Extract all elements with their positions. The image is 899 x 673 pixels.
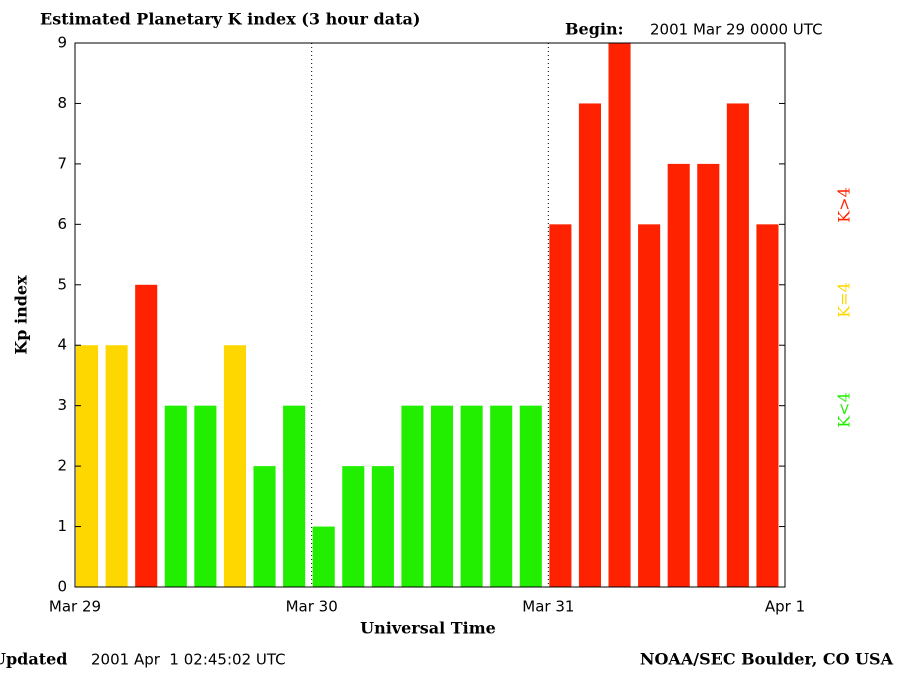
- bar: [756, 224, 779, 588]
- footer-right: NOAA/SEC Boulder, CO USA: [640, 650, 894, 669]
- bar: [578, 103, 601, 587]
- bar: [697, 163, 720, 587]
- y-tick-label: 5: [57, 275, 67, 293]
- x-axis-label: Universal Time: [360, 619, 496, 638]
- bar: [283, 405, 306, 587]
- y-tick-label: 6: [57, 215, 67, 233]
- x-tick-label: Apr 1: [765, 598, 805, 616]
- bar: [519, 405, 542, 587]
- y-tick-label: 0: [57, 578, 67, 596]
- y-tick-label: 4: [57, 336, 67, 354]
- bar: [342, 466, 365, 587]
- bar: [549, 224, 572, 588]
- bar: [223, 345, 246, 587]
- bar: [105, 345, 128, 587]
- legend-entry: K<4: [835, 392, 854, 428]
- chart-title: Estimated Planetary K index (3 hour data…: [40, 10, 420, 29]
- x-tick-label: Mar 30: [286, 598, 338, 616]
- y-tick-label: 8: [57, 94, 67, 112]
- legend-entry: K=4: [835, 282, 854, 318]
- begin-label: Begin:: [565, 20, 624, 39]
- bar: [726, 103, 749, 587]
- bar: [194, 405, 217, 587]
- bar: [164, 405, 187, 587]
- x-tick-label: Mar 31: [522, 598, 574, 616]
- y-tick-label: 1: [57, 517, 67, 535]
- bar: [401, 405, 424, 587]
- legend-entry: K>4: [835, 187, 854, 223]
- bar: [431, 405, 454, 587]
- plot-frame: [74, 42, 786, 588]
- y-tick-label: 9: [57, 34, 67, 52]
- bar: [460, 405, 483, 587]
- y-tick-label: 3: [57, 396, 67, 414]
- bar: [490, 405, 513, 587]
- footer-left-label: Updated: [0, 650, 67, 669]
- bar: [135, 284, 158, 587]
- y-tick-label: 2: [57, 457, 67, 475]
- bar: [76, 345, 99, 587]
- bar: [312, 526, 335, 587]
- bar: [608, 43, 631, 587]
- y-axis-label: Kp index: [12, 275, 31, 355]
- bar: [371, 466, 394, 587]
- y-tick-label: 7: [57, 154, 67, 172]
- bar: [667, 163, 690, 587]
- bar: [638, 224, 661, 588]
- begin-value: 2001 Mar 29 0000 UTC: [650, 21, 823, 39]
- footer-left-value: 2001 Apr 1 02:45:02 UTC: [91, 651, 286, 669]
- x-tick-label: Mar 29: [49, 598, 101, 616]
- bar: [253, 466, 276, 587]
